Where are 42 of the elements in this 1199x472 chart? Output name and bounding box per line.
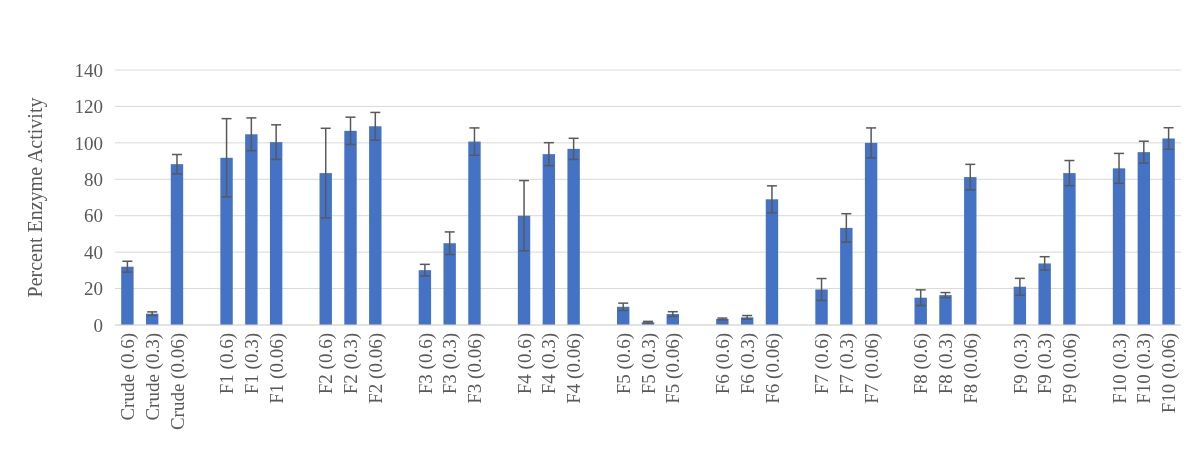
x-tick-label: F1 (0.06) (265, 333, 288, 404)
x-tick-label: F5 (0.3) (637, 333, 660, 395)
x-tick-label: F6 (0.6) (712, 333, 735, 395)
x-tick-label: F9 (0.3) (1009, 333, 1032, 395)
y-tick-label: 140 (74, 59, 103, 81)
x-tick-label: F7 (0.6) (811, 333, 834, 395)
x-tick-label: F5 (0.06) (662, 333, 685, 404)
x-tick-label: F10 (0.06) (1158, 333, 1181, 414)
x-tick-label: F8 (0.06) (959, 333, 982, 404)
x-tick-label: F4 (0.3) (538, 333, 561, 395)
x-tick-label: F2 (0.06) (364, 333, 387, 404)
x-tick-label: F6 (0.3) (736, 333, 759, 395)
y-tick-label: 100 (74, 132, 103, 154)
y-tick-label: 120 (74, 96, 103, 118)
y-tick-label: 0 (93, 314, 103, 336)
x-tick-label: F4 (0.06) (563, 333, 586, 404)
x-tick-label: F8 (0.3) (935, 333, 958, 395)
x-tick-label: F3 (0.6) (414, 333, 437, 395)
y-axis-title: Percent Enzyme Activity (24, 97, 47, 298)
x-tick-label: Crude (0.6) (117, 333, 140, 421)
x-tick-label: F10 (0.3) (1108, 333, 1131, 404)
x-tick-label: Crude (0.3) (141, 333, 164, 421)
x-tick-label: F7 (0.3) (835, 333, 858, 395)
x-tick-label: F2 (0.3) (340, 333, 363, 395)
x-tick-label: F4 (0.6) (513, 333, 536, 395)
x-tick-label: F2 (0.6) (315, 333, 338, 395)
x-tick-label: F5 (0.6) (612, 333, 635, 395)
x-tick-label: F9 (0.06) (1059, 333, 1082, 404)
x-tick-label: Crude (0.06) (166, 333, 189, 431)
x-tick-label: F10 (0.3) (1133, 333, 1156, 404)
x-tick-label: F7 (0.06) (860, 333, 883, 404)
y-tick-label: 40 (84, 241, 103, 263)
x-tick-label: F1 (0.6) (216, 333, 239, 395)
x-tick-label: F6 (0.06) (761, 333, 784, 404)
y-tick-label: 80 (84, 168, 103, 190)
x-tick-label: F1 (0.3) (241, 333, 263, 395)
y-tick-label: 60 (84, 205, 103, 227)
x-tick-label: F3 (0.3) (439, 333, 462, 395)
y-tick-label: 20 (84, 278, 103, 300)
x-tick-label: F8 (0.6) (910, 333, 933, 395)
x-tick-label: F9 (0.3) (1034, 333, 1057, 395)
x-tick-label: F3 (0.06) (464, 333, 487, 404)
